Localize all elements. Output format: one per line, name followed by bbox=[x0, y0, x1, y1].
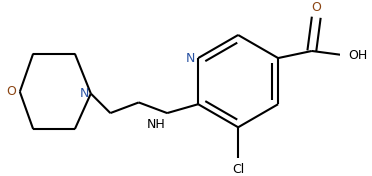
Text: N: N bbox=[80, 87, 89, 100]
Text: N: N bbox=[185, 52, 195, 65]
Text: NH: NH bbox=[147, 118, 166, 131]
Text: OH: OH bbox=[348, 49, 368, 62]
Text: O: O bbox=[311, 1, 321, 14]
Text: Cl: Cl bbox=[232, 163, 244, 176]
Text: O: O bbox=[6, 85, 16, 98]
